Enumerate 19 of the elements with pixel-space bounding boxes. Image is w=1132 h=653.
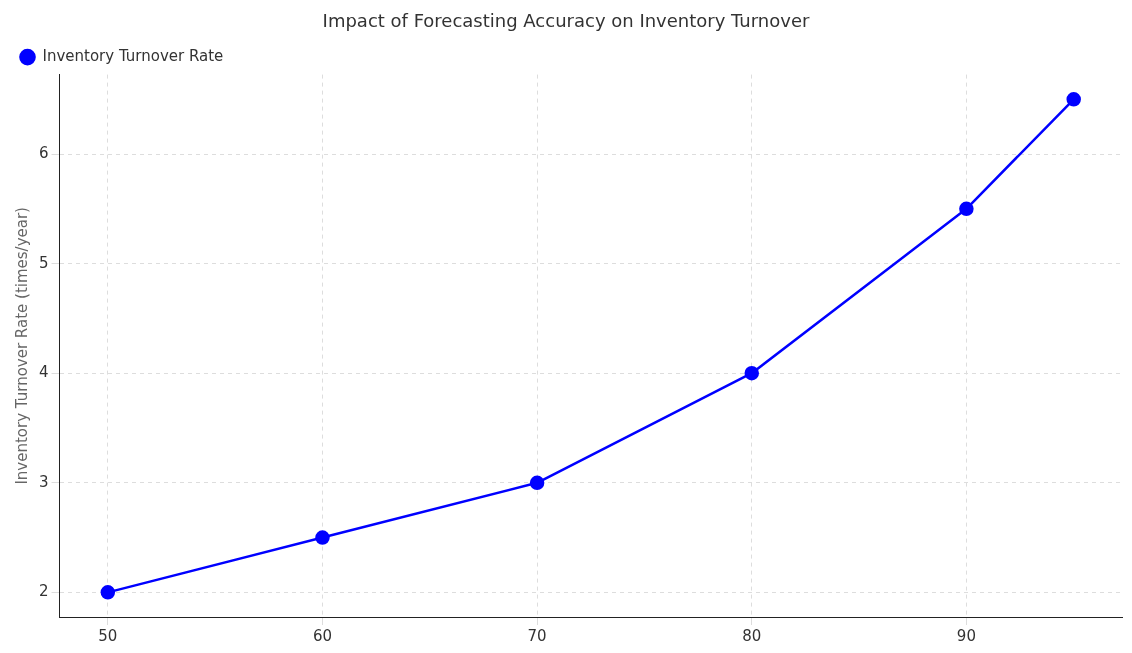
y-tick-label: 2 [39,582,49,601]
y-tick-label: 6 [39,143,49,162]
y-axis-title: Inventory Turnover Rate (times/year) [12,207,31,485]
x-tick-label: 70 [527,626,547,645]
x-tick-label: 60 [312,626,333,645]
legend-label: Inventory Turnover Rate [42,46,224,65]
y-tick-label: 4 [39,363,49,382]
point [100,585,116,600]
point [744,365,759,381]
chart-title: Impact of Forecasting Accuracy on Inventory Turnover [322,10,810,32]
y-tick-label: 5 [39,253,49,272]
x-tick-label: 90 [956,626,976,645]
point [315,530,330,545]
x-tick-label: 80 [742,626,762,645]
y-tick-label: 3 [39,472,49,491]
point [529,475,545,491]
point [959,201,974,217]
x-tick-label: 50 [98,626,118,645]
point [1066,92,1081,107]
